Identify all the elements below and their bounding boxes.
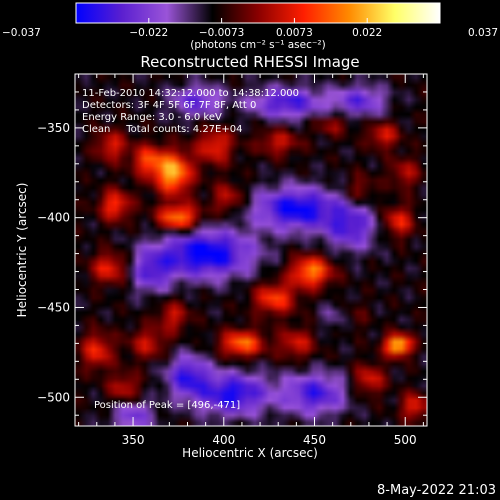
info-line-clean: Clean Total counts: 4.27E+04 [82,124,242,135]
peak-position-label: Position of Peak = [496,-471] [94,400,240,411]
heatmap [75,74,427,426]
colorbar-units: (photons cm⁻² s⁻¹ asec⁻²) [190,39,325,51]
info-line-energy: Energy Range: 3.0 - 6.0 keV [82,112,222,123]
plot-frame [74,73,428,427]
observation-info: 11-Feb-2010 14:32:12.000 to 14:38:12.000… [82,88,299,135]
axis-ticks: 350 400 450 500 −350 −400 −450 −500 [37,73,427,447]
y-tick-label: −400 [37,211,70,225]
colorbar-tick-label: 0.037 [468,27,498,39]
info-line-detectors: Detectors: 3F 4F 5F 6F 7F 8F, Att 0 [82,100,256,111]
colorbar-strip [76,3,440,23]
y-tick-label: −450 [37,300,70,314]
colorbar: −0.037 −0.022 −0.0073 0.0073 0.022 0.037 (pho… [2,2,498,51]
y-axis-label: Heliocentric Y (arcsec) [15,183,29,318]
colorbar-tick-label: −0.022 [129,27,168,39]
y-tick-label: −350 [37,121,70,135]
colorbar-tick-label: 0.0073 [276,27,313,39]
colorbar-tick-label: 0.022 [352,27,382,39]
x-tick-label: 450 [303,433,326,447]
plot-timestamp: 8-May-2022 21:03 [377,483,496,498]
x-tick-label: 400 [212,433,235,447]
x-tick-label: 350 [122,433,145,447]
colorbar-frame [75,2,441,24]
colorbar-tick-label: −0.037 [2,27,41,39]
y-tick-label: −500 [37,390,70,404]
info-line-time: 11-Feb-2010 14:32:12.000 to 14:38:12.000 [82,88,299,99]
colorbar-ticks: −0.037 −0.022 −0.0073 0.0073 0.022 0.037 [2,18,498,39]
chart-title: Reconstructed RHESSI Image [140,53,359,71]
x-axis-label: Heliocentric X (arcsec) [182,446,318,460]
x-tick-label: 500 [394,433,417,447]
heatmap-image [75,74,427,426]
colorbar-tick-label: −0.0073 [199,27,245,39]
